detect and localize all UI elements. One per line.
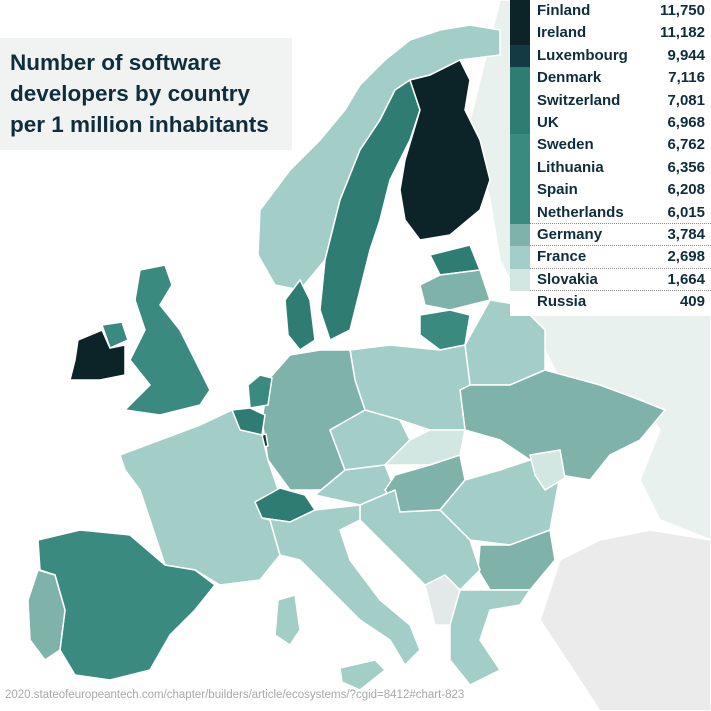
legend-value: 9,944 [667, 46, 705, 64]
legend-row: Finland 11,750 [510, 0, 711, 23]
legend-swatch [510, 268, 530, 292]
source-text: 2020.stateofeuropeantech.com/chapter/bui… [5, 689, 465, 701]
sweden [319, 78, 421, 342]
legend-value: 6,356 [667, 158, 705, 176]
legend-row: Sweden 6,762 [510, 134, 711, 157]
legend-country: Finland [537, 2, 591, 19]
netherlands [247, 374, 273, 409]
legend-country: Luxembourg [537, 46, 628, 64]
united-kingdom [123, 264, 211, 416]
legend-swatch [510, 0, 530, 23]
legend-country: France [537, 248, 587, 266]
greece [449, 589, 532, 686]
legend-value: 11,750 [659, 2, 705, 19]
legend-country: Sweden [537, 136, 594, 154]
legend-value: 6,762 [667, 136, 705, 154]
title-line-3: per 1 million inhabitants [10, 112, 269, 137]
legend-swatch [510, 224, 530, 247]
legend-country: Germany [537, 226, 603, 243]
portugal [27, 569, 66, 662]
legend-swatch [510, 134, 530, 157]
title-line-2: developers by country [10, 81, 251, 106]
legend-row: Netherlands 6,015 [510, 201, 711, 224]
legend-row: Spain 6,208 [510, 179, 711, 202]
legend-row: Ireland 11,182 [510, 22, 711, 45]
legend-swatch [510, 246, 530, 269]
legend-row: Slovakia 1,664 [510, 268, 711, 292]
legend-row: Luxembourg 9,944 [510, 44, 711, 68]
legend-country: Denmark [537, 69, 602, 87]
ukraine [459, 369, 667, 481]
legend-country: Lithuania [537, 158, 604, 176]
legend-swatch [510, 89, 530, 112]
legend-row: Denmark 7,116 [510, 67, 711, 90]
legend-value: 6,015 [667, 203, 705, 221]
legend-country: Russia [537, 293, 587, 311]
legend-value: 7,116 [668, 69, 705, 87]
legend-country: Slovakia [537, 270, 598, 288]
legend-value: 6,968 [667, 114, 705, 131]
legend-row: Lithuania 6,356 [510, 156, 711, 180]
title-line-1: Number of software [10, 50, 222, 75]
bulgaria [477, 528, 556, 591]
title-panel: Number of software developers by country… [0, 38, 292, 150]
legend-country: Netherlands [537, 203, 624, 221]
legend-value: 7,081 [667, 91, 705, 109]
legend-swatch [510, 67, 530, 90]
legend-country: UK [537, 114, 559, 131]
denmark [284, 278, 316, 352]
sardinia [274, 594, 301, 647]
legend-value: 6,208 [667, 181, 705, 199]
legend-swatch [510, 156, 530, 180]
legend-value: 2,698 [667, 248, 705, 266]
legend-value: 1,664 [667, 270, 705, 288]
legend-row: Germany 3,784 [510, 224, 711, 247]
legend-country: Ireland [537, 24, 587, 42]
legend-value: 409 [679, 293, 705, 311]
legend-row: Russia 409 [510, 291, 711, 314]
legend-swatch [510, 112, 530, 135]
latvia [419, 269, 491, 311]
legend-row: France 2,698 [510, 246, 711, 269]
legend-country: Spain [537, 181, 578, 199]
ireland [69, 329, 126, 381]
legend-swatch [510, 22, 530, 45]
moldova [529, 449, 566, 492]
legend-swatch [510, 201, 530, 224]
lithuania [419, 309, 471, 351]
balkans [359, 488, 481, 591]
legend-country: Switzerland [537, 91, 621, 109]
legend-swatch [510, 44, 530, 68]
legend: Finland 11,750 Ireland 11,182 Luxembourg 9,94… [510, 0, 711, 316]
austria [313, 464, 396, 506]
legend-value: 11,182 [659, 24, 705, 42]
sicily [339, 659, 387, 691]
turkey-region [539, 529, 711, 711]
italy [261, 504, 421, 667]
legend-swatch [510, 179, 530, 202]
legend-row: Switzerland 7,081 [510, 89, 711, 112]
legend-swatch [510, 291, 530, 314]
legend-row: UK 6,968 [510, 112, 711, 135]
legend-value: 3,784 [667, 226, 705, 243]
finland [399, 58, 491, 241]
